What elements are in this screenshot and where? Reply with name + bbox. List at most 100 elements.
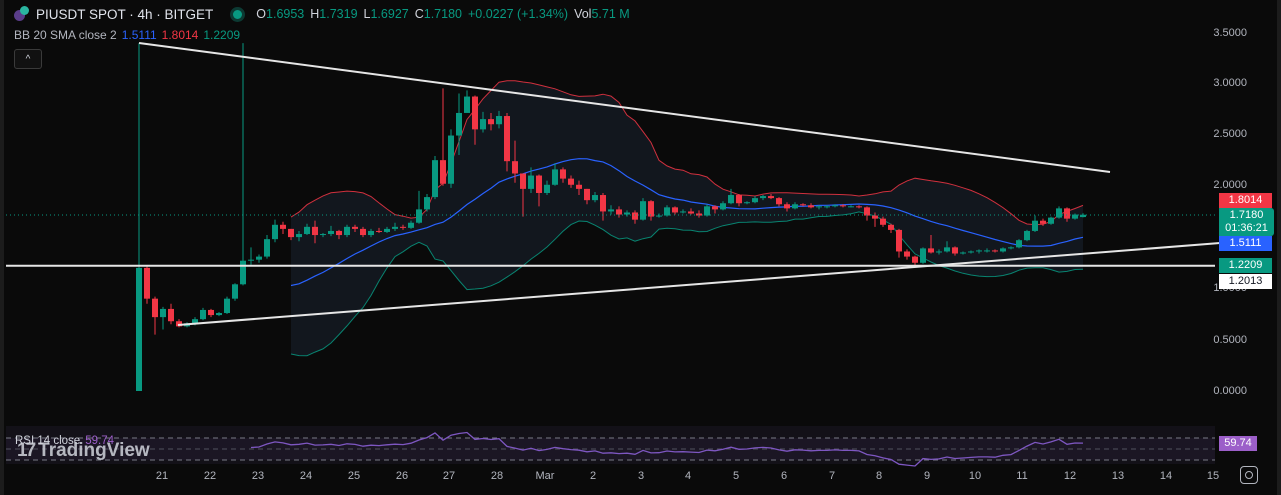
candle[interactable] (240, 43, 246, 286)
candle[interactable] (888, 223, 894, 233)
candle[interactable] (360, 226, 366, 238)
candle[interactable] (448, 129, 454, 188)
candle[interactable] (216, 311, 222, 317)
candle[interactable] (280, 221, 286, 235)
candle[interactable] (496, 110, 502, 129)
rsi-label[interactable]: RSI 14 close (15, 435, 81, 447)
candle[interactable] (984, 248, 990, 253)
candle[interactable] (936, 249, 942, 255)
candle[interactable] (248, 247, 254, 265)
candle[interactable] (1008, 246, 1014, 250)
candle[interactable] (312, 220, 318, 244)
candle[interactable] (1000, 247, 1006, 253)
candle[interactable] (728, 188, 734, 205)
candle[interactable] (640, 198, 646, 221)
candle[interactable] (464, 90, 470, 113)
candle[interactable] (968, 250, 974, 254)
candle[interactable] (432, 156, 438, 200)
candle[interactable] (752, 196, 758, 204)
symbol-legend[interactable]: PIUSDT SPOT · 4h · BITGET O1.6953 H1.731… (14, 6, 630, 22)
candle[interactable] (608, 205, 614, 215)
candle[interactable] (528, 167, 534, 193)
candle[interactable] (424, 194, 430, 212)
candle[interactable] (576, 180, 582, 196)
candle[interactable] (552, 163, 558, 186)
candle[interactable] (800, 203, 806, 207)
candle[interactable] (624, 210, 630, 217)
candle[interactable] (712, 205, 718, 214)
candle[interactable] (960, 251, 966, 255)
candle[interactable] (976, 249, 982, 254)
candle[interactable] (824, 205, 830, 209)
candle[interactable] (440, 88, 446, 186)
candle[interactable] (632, 210, 638, 224)
candle[interactable] (1032, 215, 1038, 232)
candle[interactable] (856, 205, 862, 209)
candle[interactable] (680, 209, 686, 214)
candle[interactable] (912, 255, 918, 266)
candle[interactable] (336, 229, 342, 240)
candle[interactable] (560, 167, 566, 183)
candle[interactable] (136, 43, 142, 391)
candle[interactable] (304, 223, 310, 236)
candle[interactable] (784, 202, 790, 212)
candle[interactable] (1016, 239, 1022, 249)
candle[interactable] (328, 225, 334, 237)
candle[interactable] (344, 224, 350, 238)
candle[interactable] (568, 175, 574, 188)
candle[interactable] (376, 227, 382, 233)
candle[interactable] (848, 205, 854, 208)
candle[interactable] (744, 201, 750, 205)
candle[interactable] (1040, 218, 1046, 226)
ascending-trendline[interactable] (177, 242, 1221, 326)
candle[interactable] (224, 296, 230, 315)
candle[interactable] (408, 220, 414, 229)
candle[interactable] (792, 202, 798, 210)
candle[interactable] (952, 246, 958, 256)
candle[interactable] (904, 249, 910, 260)
candle[interactable] (392, 222, 398, 231)
candle[interactable] (480, 111, 486, 133)
candle[interactable] (200, 307, 206, 321)
candle[interactable] (1024, 229, 1030, 242)
candle[interactable] (288, 228, 294, 241)
candle[interactable] (616, 206, 622, 218)
candle[interactable] (880, 216, 886, 227)
candle[interactable] (768, 194, 774, 200)
bb-label[interactable]: BB 20 SMA close 2 (14, 28, 117, 42)
candle[interactable] (920, 247, 926, 264)
candle[interactable] (776, 197, 782, 207)
market-status-icon[interactable] (233, 9, 243, 19)
candle[interactable] (272, 219, 278, 243)
candle[interactable] (592, 191, 598, 203)
candle[interactable] (368, 228, 374, 238)
candle[interactable] (944, 241, 950, 253)
candle[interactable] (536, 174, 542, 207)
candle[interactable] (1048, 216, 1054, 225)
candle[interactable] (152, 296, 158, 335)
symbol-title[interactable]: PIUSDT SPOT · 4h · BITGET (36, 6, 214, 22)
trendlines[interactable] (6, 42, 1221, 326)
descending-trendline[interactable] (138, 42, 1111, 173)
candles[interactable] (136, 43, 1086, 391)
candle[interactable] (456, 93, 462, 156)
settings-gear-icon[interactable] (1240, 466, 1258, 484)
candle[interactable] (232, 283, 238, 301)
candle[interactable] (400, 224, 406, 230)
candle[interactable] (520, 173, 526, 217)
candle[interactable] (1056, 206, 1062, 219)
candle[interactable] (656, 213, 662, 218)
candle[interactable] (720, 201, 726, 211)
candle[interactable] (320, 232, 326, 238)
candle[interactable] (832, 204, 838, 208)
candle[interactable] (864, 206, 870, 221)
candle[interactable] (672, 206, 678, 215)
collapse-legend-button[interactable]: ^ (14, 49, 42, 69)
candle[interactable] (896, 228, 902, 258)
candle[interactable] (264, 235, 270, 259)
candle[interactable] (840, 204, 846, 208)
candle[interactable] (504, 112, 510, 172)
candle[interactable] (160, 306, 166, 330)
candle[interactable] (584, 188, 590, 205)
